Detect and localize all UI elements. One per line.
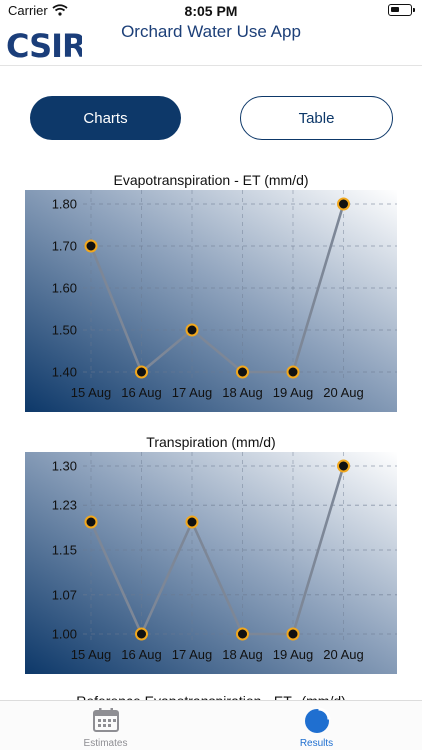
y-tick-label: 1.00 [52,627,77,642]
et-chart: 1.40 1.50 1.60 1.70 1.80 15 Aug 16 Aug 17 Aug 18… [25,190,397,412]
data-point[interactable] [337,197,350,211]
y-tick-label: 1.70 [52,239,77,254]
logo-text: CSIR [6,27,82,64]
y-tick-label: 1.80 [52,197,77,212]
transpiration-chart-title: Transpiration (mm/d) [146,434,276,450]
data-point[interactable] [185,515,199,529]
data-point[interactable] [236,627,249,641]
data-point[interactable] [84,239,98,253]
transpiration-chart: 1.00 1.07 1.15 1.23 1.30 15 Aug 16 Aug 17 Aug 18… [25,452,397,674]
data-point[interactable] [236,365,249,379]
data-point[interactable] [84,515,98,529]
data-point[interactable] [185,323,199,337]
charts-tab-button[interactable]: Charts [30,96,181,140]
status-bar: Carrier 8:05 PM [0,0,422,22]
x-tick-label: 16 Aug [121,647,162,662]
y-tick-label: 1.23 [52,498,77,513]
x-tick-label: 16 Aug [121,385,162,400]
app-title: Orchard Water Use App [121,22,301,41]
y-tick-label: 1.07 [52,587,77,602]
data-point[interactable] [286,365,300,379]
x-tick-label: 15 Aug [71,385,112,400]
tab-results[interactable]: Results [211,701,422,751]
x-tick-label: 18 Aug [222,385,263,400]
y-tick-label: 1.60 [52,281,77,296]
et-chart-title: Evapotranspiration - ET (mm/d) [113,172,309,188]
x-tick-label: 18 Aug [222,647,263,662]
tab-estimates[interactable]: Estimates [0,701,211,751]
battery-icon [388,4,415,16]
series-line [89,465,345,636]
series-line [89,203,345,374]
table-tab-button[interactable]: Table [240,96,393,140]
data-point[interactable] [135,627,148,641]
wifi-icon [52,3,68,19]
y-tick-label: 1.15 [52,543,77,558]
pie-chart-icon [303,707,331,740]
data-point[interactable] [286,627,300,641]
tab-results-label: Results [299,738,334,749]
x-tick-label: 17 Aug [172,647,213,662]
x-tick-label: 19 Aug [273,385,314,400]
x-tick-label: 19 Aug [273,647,314,662]
x-tick-label: 20 Aug [323,647,364,662]
tab-bar: Estimates Results [0,700,422,750]
carrier-label: Carrier [8,3,48,18]
y-tick-label: 1.40 [52,365,77,380]
tab-estimates-label: Estimates [83,738,128,749]
y-tick-label: 1.30 [52,459,77,474]
reference-et-chart-title: Reference Evapotranspiration - ET₀ (mm/d… [76,693,346,703]
x-tick-label: 20 Aug [323,385,364,400]
nav-bar: CSIR Orchard Water Use App [0,22,422,66]
x-tick-label: 15 Aug [71,647,112,662]
csir-logo: CSIR [4,24,87,69]
calendar-icon [92,707,120,738]
status-time: 8:05 PM [184,3,238,19]
y-tick-label: 1.50 [52,323,77,338]
data-point[interactable] [337,459,350,473]
x-tick-label: 17 Aug [172,385,213,400]
chart-background [25,190,397,412]
data-point[interactable] [135,365,148,379]
